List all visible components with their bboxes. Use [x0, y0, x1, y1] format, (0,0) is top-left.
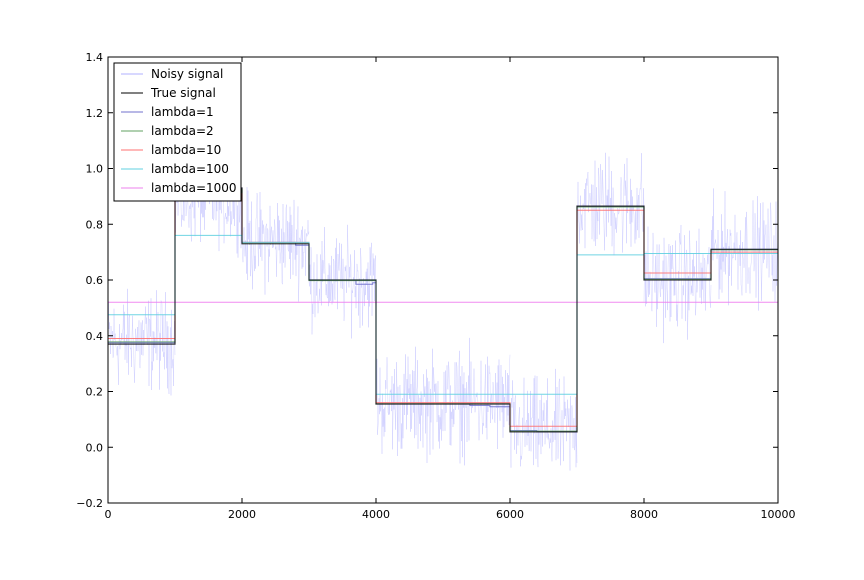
y-tick-label: 0.0 [86, 441, 104, 454]
y-tick-label: 1.4 [86, 51, 104, 64]
y-tick-label: 0.6 [86, 274, 104, 287]
noisy-signal-segment-5 [375, 337, 511, 466]
noisy-signal-segment-1 [108, 288, 176, 396]
axis-ticks: 0 2000 4000 6000 8000 10000 −0.2 0.0 0.2 0.4 0.6 0.… [76, 51, 795, 521]
legend-label-noisy-signal: Noisy signal [151, 67, 223, 81]
noisy-signal-segment-4 [308, 224, 377, 339]
y-tick-label: 0.8 [86, 218, 104, 231]
legend-label-lambda-100: lambda=100 [151, 162, 229, 176]
noisy-signal-segment-9 [710, 188, 778, 311]
x-tick-label: 0 [105, 508, 112, 521]
y-tick-label: −0.2 [76, 497, 103, 510]
x-tick-label: 10000 [761, 508, 796, 521]
y-tick-label: 1.2 [86, 107, 104, 120]
x-tick-label: 8000 [630, 508, 658, 521]
legend-box [113, 62, 242, 202]
noisy-signal-segment-3 [241, 187, 310, 302]
legend-label-lambda-1: lambda=1 [151, 105, 214, 119]
legend-label-lambda-2: lambda=2 [151, 124, 214, 138]
x-tick-label: 6000 [496, 508, 524, 521]
legend-label-lambda-1000: lambda=1000 [151, 181, 237, 195]
y-tick-label: 1.0 [86, 163, 104, 176]
y-tick-label: 0.4 [86, 330, 104, 343]
legend-label-lambda-10: lambda=10 [151, 143, 221, 157]
x-tick-label: 2000 [228, 508, 256, 521]
y-tick-label: 0.2 [86, 386, 104, 399]
legend: Noisy signal True signal lambda=1 lambda=2 l… [113, 62, 242, 202]
x-tick-label: 4000 [362, 508, 390, 521]
noisy-signal-segment-7 [576, 152, 645, 256]
noisy-signal-segment-6 [509, 368, 578, 471]
legend-label-true-signal: True signal [150, 86, 216, 100]
